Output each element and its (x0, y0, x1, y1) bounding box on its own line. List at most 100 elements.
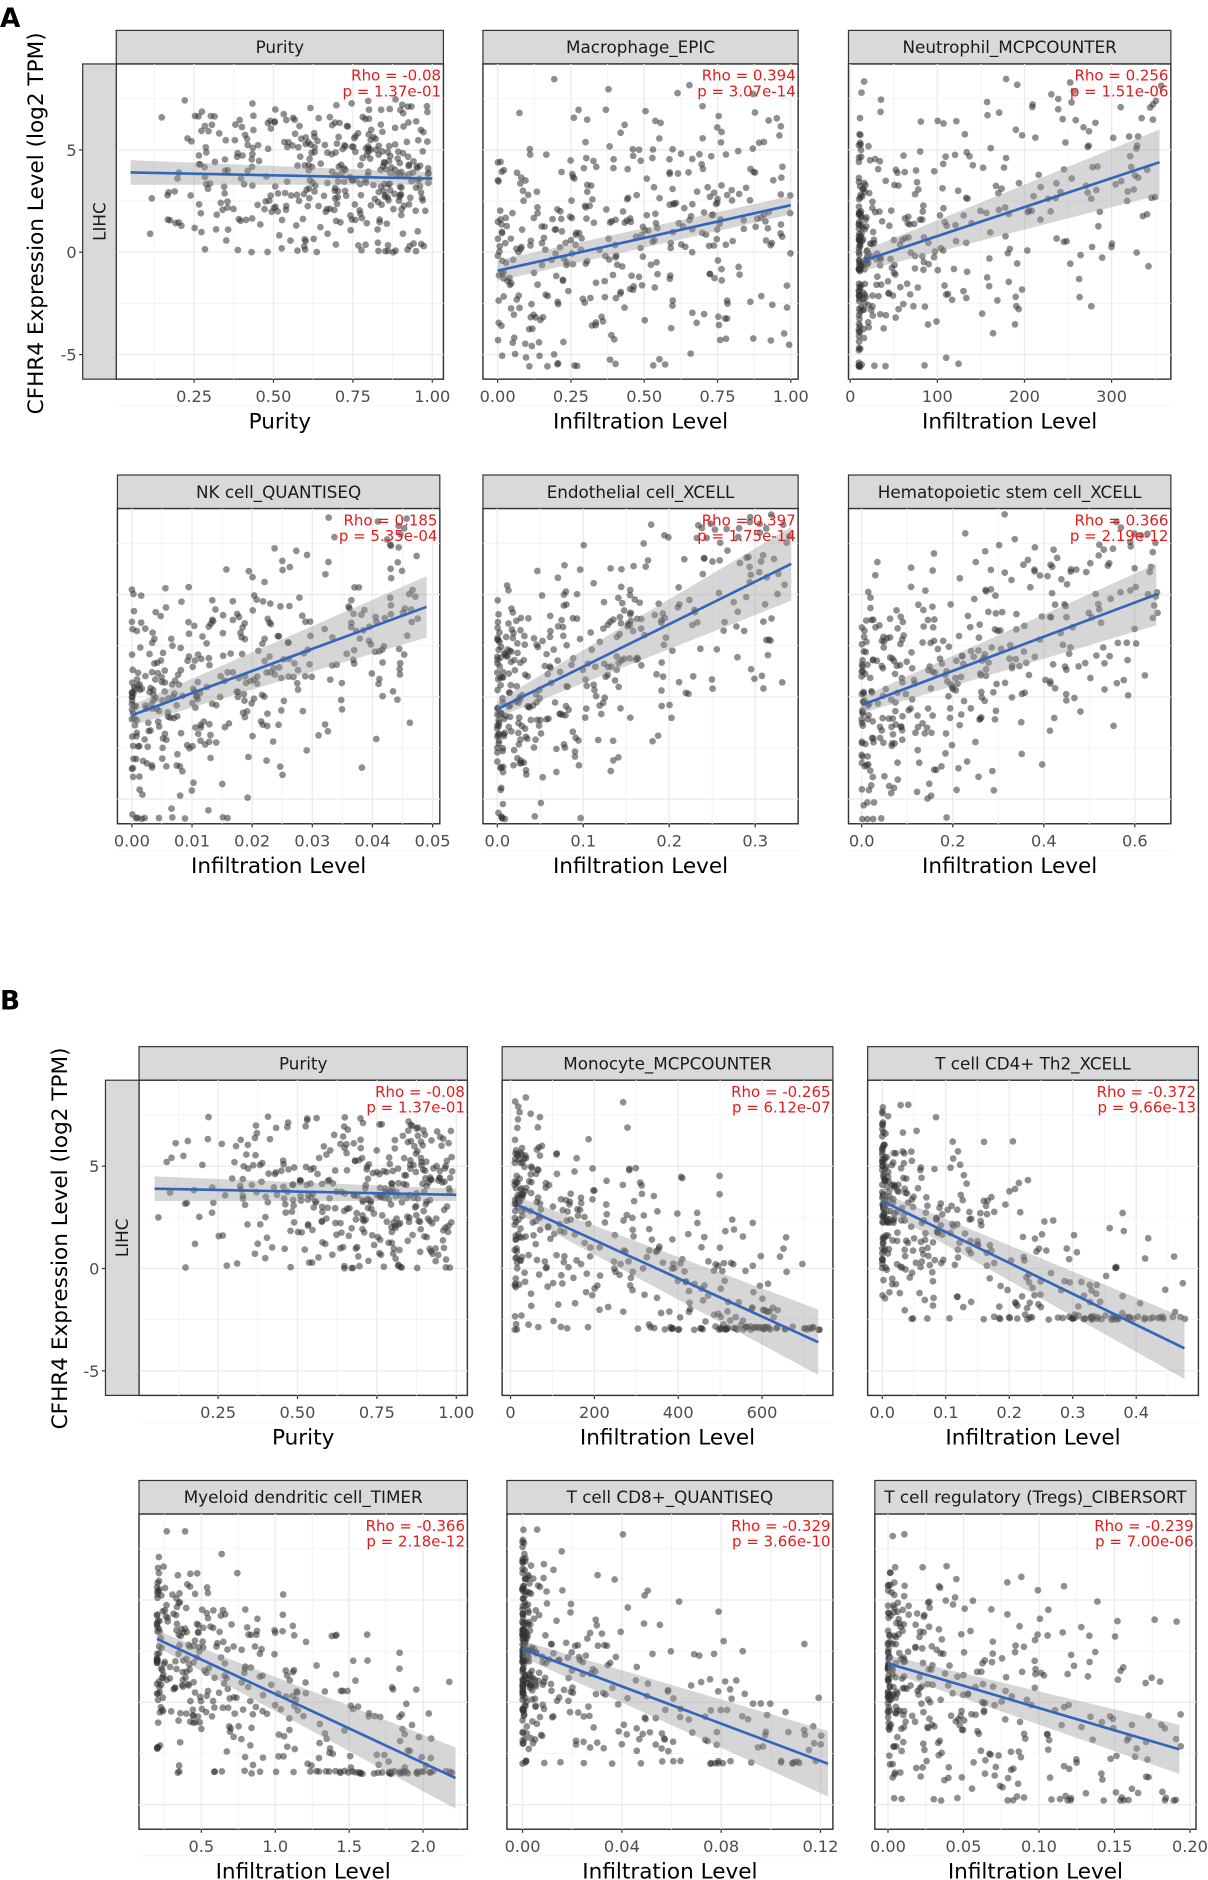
data-point (913, 1610, 921, 1617)
data-point (495, 719, 503, 727)
data-point (889, 655, 896, 662)
data-point (715, 1326, 723, 1333)
data-point (1024, 1176, 1032, 1184)
data-point (879, 1103, 887, 1111)
data-point (416, 1248, 424, 1256)
data-point (1060, 166, 1068, 173)
x-axis-label: Infiltration Level (922, 409, 1097, 434)
data-point (520, 1583, 528, 1590)
data-point (1002, 154, 1010, 162)
data-point (343, 1140, 350, 1148)
data-point (1076, 293, 1083, 301)
data-point (264, 710, 271, 718)
data-point (174, 175, 181, 182)
data-point (1157, 82, 1165, 90)
data-point (557, 1323, 565, 1331)
data-point (429, 1250, 436, 1258)
data-point (367, 202, 375, 209)
data-point (536, 1583, 544, 1591)
data-point (343, 1205, 351, 1213)
data-point (506, 647, 514, 655)
data-point (509, 256, 517, 264)
data-point (565, 1697, 572, 1705)
data-point (967, 1298, 975, 1306)
data-point (891, 1563, 899, 1571)
data-point (283, 143, 291, 151)
data-point (733, 623, 740, 630)
x-tick-label: 0.50 (255, 387, 291, 406)
data-point (960, 697, 968, 705)
data-point (404, 1138, 412, 1146)
data-point (1042, 1247, 1050, 1254)
data-point (508, 605, 515, 612)
data-point (879, 1119, 887, 1126)
data-point (171, 188, 179, 195)
data-point (233, 1694, 240, 1702)
data-point (560, 338, 567, 346)
data-point (1018, 131, 1026, 139)
data-point (1020, 1643, 1028, 1651)
data-point (749, 1219, 757, 1227)
data-point (758, 672, 766, 680)
data-point (940, 204, 947, 212)
data-point (547, 627, 554, 635)
p-value-label: p = 2.18e-12 (366, 1532, 465, 1550)
data-point (374, 518, 382, 525)
data-point (574, 1641, 582, 1649)
data-point (221, 156, 229, 163)
data-point (553, 1617, 560, 1625)
data-point (405, 161, 413, 168)
data-point (516, 304, 523, 312)
data-point (130, 755, 137, 763)
data-point (294, 686, 302, 694)
data-point (184, 657, 191, 665)
x-tick-label: 100 (922, 387, 953, 406)
data-point (643, 211, 651, 219)
data-point (538, 261, 546, 269)
data-point (307, 632, 314, 640)
data-point (141, 625, 149, 632)
data-point (991, 716, 999, 723)
data-point (694, 1219, 701, 1227)
data-point (290, 1219, 298, 1226)
data-point (426, 1174, 434, 1181)
data-point (320, 1143, 328, 1150)
data-point (549, 1203, 557, 1210)
data-point (680, 555, 688, 563)
data-point (1018, 1668, 1026, 1676)
data-point (352, 1677, 359, 1684)
data-point (948, 296, 956, 304)
data-point (155, 1678, 163, 1686)
data-point (907, 564, 915, 571)
data-point (888, 1588, 895, 1596)
data-point (908, 1269, 916, 1277)
data-point (955, 360, 962, 368)
data-point (669, 302, 676, 309)
data-point (412, 1150, 420, 1158)
data-point (946, 704, 954, 712)
data-point (885, 1752, 893, 1760)
data-point (337, 218, 344, 226)
data-point (641, 1291, 648, 1299)
data-point (621, 219, 629, 226)
data-point (377, 121, 385, 128)
data-point (382, 247, 389, 255)
x-tick-label: 0.75 (700, 387, 736, 406)
facet-title: Macrophage_EPIC (566, 37, 715, 58)
data-point (1080, 123, 1087, 131)
data-point (211, 1768, 219, 1775)
data-point (343, 122, 351, 130)
data-point (858, 361, 866, 368)
data-point (1087, 195, 1095, 203)
data-point (396, 665, 403, 673)
data-point (932, 1113, 940, 1121)
data-point (1038, 761, 1046, 768)
x-tick-label: 600 (747, 1403, 778, 1422)
data-point (352, 176, 360, 184)
x-tick-label: 0.2 (996, 1403, 1022, 1422)
data-point (321, 1688, 329, 1695)
data-point (544, 292, 552, 300)
data-point (934, 117, 942, 125)
data-point (945, 692, 952, 700)
